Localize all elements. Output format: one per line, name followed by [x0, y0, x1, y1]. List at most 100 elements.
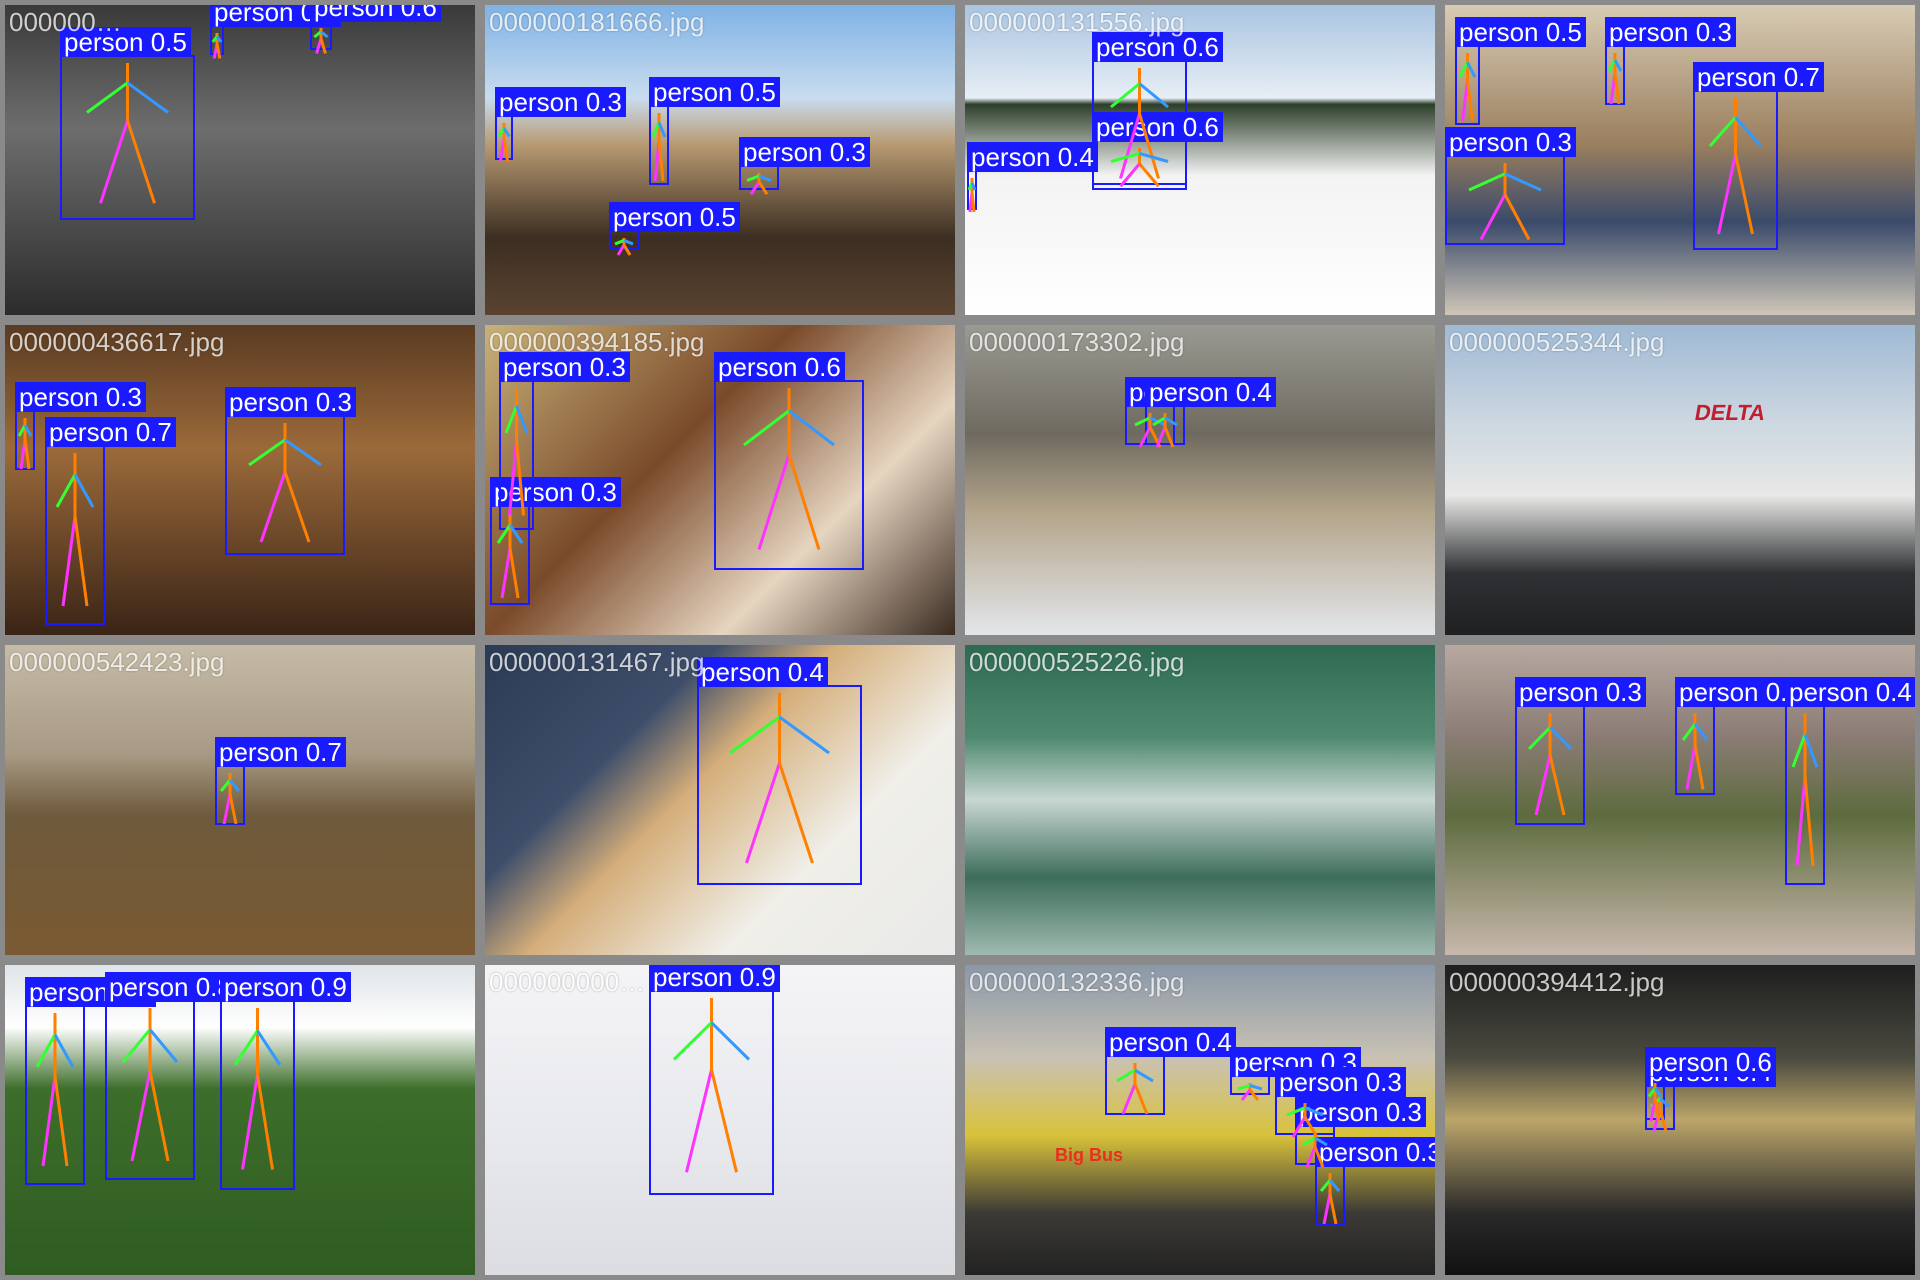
detection-box: person 0.6 [310, 5, 441, 50]
photo-4 [1445, 5, 1915, 315]
detection-box: person 0.3 [1445, 127, 1576, 245]
detection-label: person 0.6 [1092, 32, 1223, 62]
filename-label: 000000131467.jpg [489, 647, 705, 677]
detection-label: person 0.3 [739, 137, 870, 167]
detection-box: person 0.3 [739, 137, 870, 190]
detection-box: person 0.4 [697, 657, 862, 885]
detection-box: person 0.6 [714, 352, 864, 570]
detection-box: person 0.3 [225, 387, 356, 555]
detection-label: person 0.7 [1693, 62, 1824, 92]
photo-10 [485, 645, 955, 955]
detection-label: person 0.5 [649, 77, 780, 107]
detection-box: person 0.5 [649, 77, 780, 185]
detection-box: person 0.3 [210, 5, 341, 55]
detection-label: person 0.8 [105, 972, 236, 1002]
detection-label: person 0.6 [1675, 677, 1806, 707]
filename-label: 000000181666.jpg [489, 7, 705, 37]
detection-box: person 0.4 [1145, 377, 1276, 445]
filename-label: 000000436617.jpg [9, 327, 225, 357]
detection-box: person 0.6 [1092, 112, 1223, 185]
detection-box: person 0.3 [15, 382, 146, 470]
tile-9: 000000542423.jpg person 0.7 [0, 640, 480, 960]
detection-box: person 0.3 [1275, 1067, 1406, 1135]
detection-label: person 0.6 [1645, 1047, 1776, 1077]
detection-label: person 0.4 [967, 142, 1098, 172]
detection-label: person 0.3 [25, 977, 156, 1007]
detection-box: person 0.3 [1605, 17, 1736, 105]
detection-label: person 0.6 [310, 5, 441, 22]
detection-box: person 0.8 [105, 972, 236, 1180]
detection-box: person 0.6 [1675, 677, 1806, 795]
tile-15: 000000132336.jpg Big Bus person 0.4 person … [960, 960, 1440, 1280]
detection-label: person 0.9 [220, 972, 351, 1002]
tile-5: 000000436617.jpg person 0.3 person 0.7 pers… [0, 320, 480, 640]
tile-11: 000000525226.jpg [960, 640, 1440, 960]
detection-box: person 0.3 [1315, 1137, 1435, 1225]
brand-text: Big Bus [1055, 1145, 1124, 1165]
tile-12: person 0.3 person 0.6 person 0.4 [1440, 640, 1920, 960]
detection-label: person 0.3 [1445, 127, 1576, 157]
detection-box: person 0.5 [1455, 17, 1586, 125]
detection-label: person 0.3 [1515, 677, 1646, 707]
detection-box: person 0.7 [215, 737, 346, 825]
detection-box: person 0.3 [499, 352, 630, 530]
detection-box: person 0.9 [220, 972, 351, 1190]
detection-label: person 0.3 [1295, 1097, 1426, 1127]
filename-label: 000000525344.jpg [1449, 327, 1665, 357]
filename-label: 000000132336.jpg [969, 967, 1185, 997]
detection-label: person 0.5 [60, 27, 191, 57]
detection-box: person 0.3 [1515, 677, 1646, 825]
detection-box: person 0.3 [495, 87, 626, 160]
detection-label: person 0.4 [1105, 1027, 1236, 1057]
photo-9 [5, 645, 475, 955]
filename-label: 000000542423.jpg [9, 647, 225, 677]
filename-label: 000000394185.jpg [489, 327, 705, 357]
detection-label: person 0.3 [1275, 1067, 1406, 1097]
detection-label: person 0.4 [697, 657, 828, 687]
detection-box: person 0.5 [609, 202, 740, 250]
detection-label: person 0.5 [609, 202, 740, 232]
detection-label: person 0.6 [714, 352, 845, 382]
detection-box: person 0.3 [25, 977, 156, 1185]
detection-label: person 0.5 [1455, 17, 1586, 47]
detection-box: person 0.4 [1785, 677, 1915, 885]
tile-3: 000000131556.jpg person 0.6 person 0.6 pers… [960, 0, 1440, 320]
detection-box: person 0.7 [1693, 62, 1824, 250]
filename-label: 000000173302.jpg [969, 327, 1185, 357]
detection-box: person 0.4 [1105, 1027, 1236, 1115]
filename-label: 000000… [9, 7, 122, 37]
detection-box: person 0.6 [1092, 32, 1223, 190]
detection-label: person 0.6 [1092, 112, 1223, 142]
detection-box: person 0.4 [967, 142, 1098, 210]
photo-2 [485, 5, 955, 315]
filename-label: 000000131556.jpg [969, 7, 1185, 37]
filename-label: 000000525226.jpg [969, 647, 1185, 677]
tile-1: 000000… person 0.5 person 0.3 person 0.6 [0, 0, 480, 320]
detection-label: person 0.4 [1145, 377, 1276, 407]
tile-14: 000000000… person 0.9 [480, 960, 960, 1280]
detection-box: person 0.9 [649, 965, 780, 1195]
brand-text: DELTA [1692, 400, 1768, 425]
photo-7 [965, 325, 1435, 635]
detection-label: person 0.7 [215, 737, 346, 767]
detection-label: person 0.3 [225, 387, 356, 417]
filename-label: 000000394412.jpg [1449, 967, 1665, 997]
photo-8 [1445, 325, 1915, 635]
detection-label: person 0.4 [1785, 677, 1915, 707]
tile-10: 000000131467.jpg person 0.4 [480, 640, 960, 960]
detection-box: person 0.5 [60, 27, 195, 220]
tile-8: 000000525344.jpg DELTA [1440, 320, 1920, 640]
photo-16 [1445, 965, 1915, 1275]
detection-label: person 0.7 [45, 417, 176, 447]
tile-4: person 0.5 person 0.3 person 0.3 person 0.7 [1440, 0, 1920, 320]
detection-label: person 0.3 [210, 5, 341, 27]
detection-box: person 0.7 [45, 417, 176, 625]
detection-box: person 0.3 [1230, 1047, 1361, 1095]
detection-label: person 0.3 [499, 352, 630, 382]
detection-label: person 0.3 [1315, 1137, 1435, 1167]
detection-label: person 0.3 [1605, 17, 1736, 47]
filename-label: 000000000… [489, 967, 646, 997]
